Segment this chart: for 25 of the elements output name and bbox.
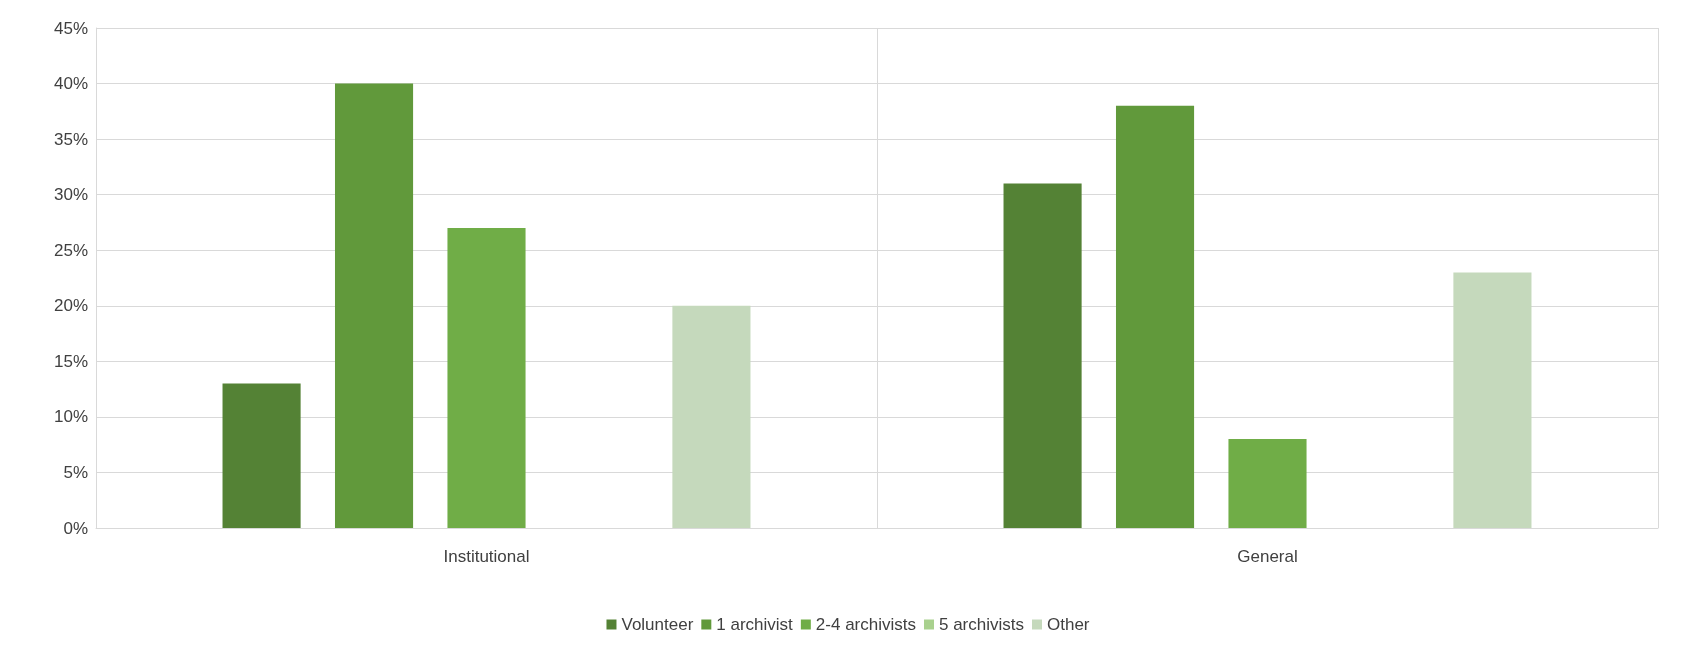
bar — [1453, 272, 1532, 528]
y-tick-label: 0% — [63, 518, 88, 538]
legend-label: 5 archivists — [938, 615, 1025, 634]
y-tick-label: 30% — [53, 185, 88, 205]
bar — [222, 383, 301, 528]
y-tick-label: 10% — [53, 407, 88, 427]
bar — [1228, 439, 1307, 528]
y-tick-label: 35% — [53, 129, 88, 149]
x-tick-label: General — [1237, 547, 1298, 566]
bar — [447, 228, 526, 528]
legend-label: Other — [1047, 615, 1090, 634]
y-tick-label: 25% — [53, 240, 88, 260]
x-tick-label: Institutional — [443, 547, 530, 566]
bar — [1003, 183, 1082, 528]
legend-label: Volunteer — [621, 615, 694, 634]
legend-label: 2-4 archivists — [815, 615, 916, 634]
y-tick-label: 15% — [53, 351, 88, 371]
y-tick-label: 45% — [53, 18, 88, 38]
bar — [672, 305, 751, 528]
y-tick-label: 5% — [63, 462, 88, 482]
bar — [334, 83, 414, 528]
legend-label: 1 archivist — [716, 615, 794, 634]
bar — [1115, 105, 1195, 528]
y-tick-label: 40% — [53, 74, 88, 94]
y-tick-label: 20% — [53, 296, 88, 316]
